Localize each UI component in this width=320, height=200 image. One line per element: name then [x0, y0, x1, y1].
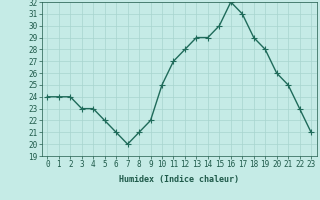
- X-axis label: Humidex (Indice chaleur): Humidex (Indice chaleur): [119, 175, 239, 184]
